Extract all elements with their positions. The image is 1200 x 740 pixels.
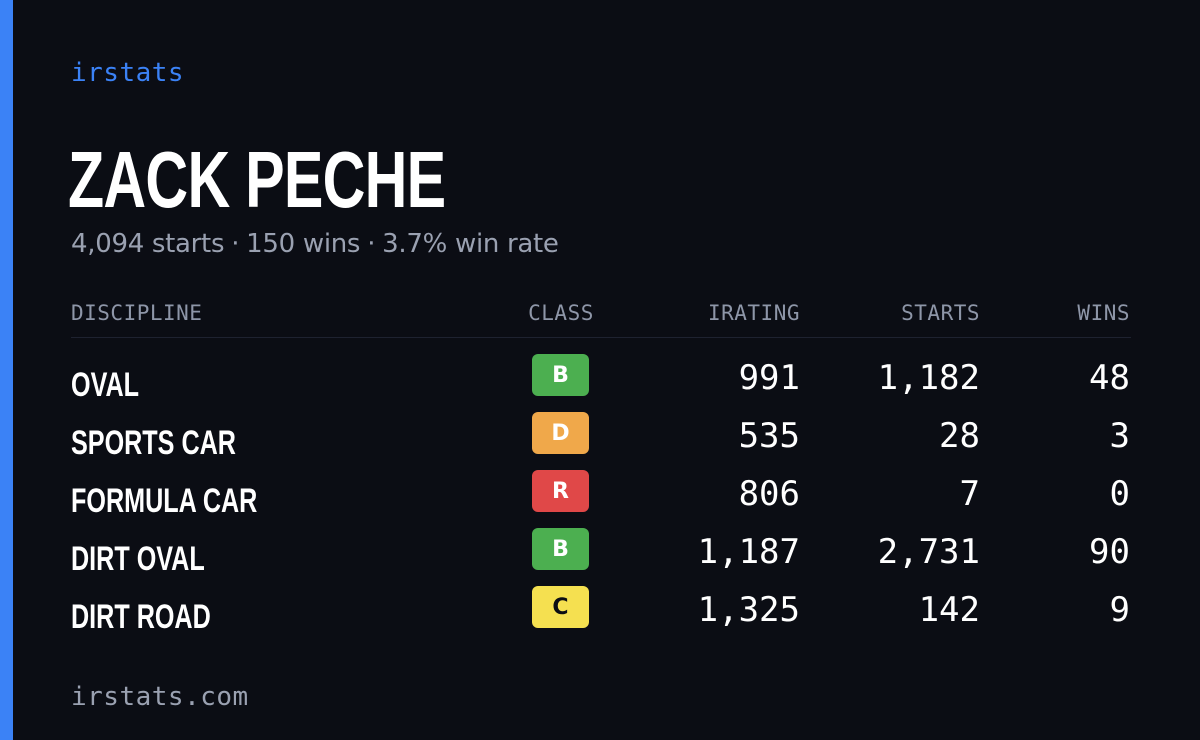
starts-value: 142 — [918, 590, 980, 630]
starts-value: 7 — [959, 474, 980, 514]
class-badge: B — [532, 528, 589, 570]
wins-value: 0 — [1109, 474, 1130, 514]
accent-bar — [0, 0, 13, 740]
header-irating: IRATING — [707, 301, 800, 325]
class-badge: D — [532, 412, 589, 454]
wins-value: 3 — [1109, 416, 1130, 456]
wins-value: 9 — [1109, 590, 1130, 630]
table-row: SPORTS CAR D 535 28 3 — [71, 412, 1131, 470]
irating-value: 535 — [738, 416, 800, 456]
discipline-name: DIRT ROAD — [71, 598, 211, 636]
table-body: OVAL B 991 1,182 48 SPORTS CAR D 535 28 … — [71, 354, 1131, 644]
table-row: DIRT ROAD C 1,325 142 9 — [71, 586, 1131, 644]
stats-table: DISCIPLINE CLASS IRATING STARTS WINS OVA… — [71, 296, 1131, 644]
starts-value: 28 — [939, 416, 980, 456]
summary-separator: · — [367, 229, 376, 259]
discipline-name: OVAL — [71, 366, 140, 404]
irating-value: 991 — [738, 358, 800, 398]
wins-value: 90 — [1089, 532, 1130, 572]
header-discipline: DISCIPLINE — [71, 301, 203, 325]
starts-value: 1,182 — [877, 358, 980, 398]
footer-url[interactable]: irstats.com — [71, 682, 249, 712]
summary-win-rate: 3.7% win rate — [382, 229, 559, 259]
discipline-name: DIRT OVAL — [71, 540, 205, 578]
player-name: ZACK PECHE — [68, 135, 446, 224]
table-row: DIRT OVAL B 1,187 2,731 90 — [71, 528, 1131, 586]
header-wins: WINS — [1077, 301, 1130, 325]
header-starts: STARTS — [901, 301, 980, 325]
summary-starts: 4,094 starts — [71, 229, 225, 259]
starts-value: 2,731 — [877, 532, 980, 572]
table-header: DISCIPLINE CLASS IRATING STARTS WINS — [71, 296, 1131, 338]
discipline-name: FORMULA CAR — [71, 482, 258, 520]
discipline-name: SPORTS CAR — [71, 424, 236, 462]
summary-separator: · — [231, 229, 240, 259]
wins-value: 48 — [1089, 358, 1130, 398]
irating-value: 1,325 — [697, 590, 800, 630]
table-row: OVAL B 991 1,182 48 — [71, 354, 1131, 412]
table-row: FORMULA CAR R 806 7 0 — [71, 470, 1131, 528]
header-class: CLASS — [528, 301, 594, 325]
irating-value: 1,187 — [697, 532, 800, 572]
player-summary: 4,094 starts · 150 wins · 3.7% win rate — [71, 227, 559, 261]
brand-logo[interactable]: irstats — [71, 58, 185, 88]
class-badge: B — [532, 354, 589, 396]
class-badge: R — [532, 470, 589, 512]
class-badge: C — [532, 586, 589, 628]
summary-wins: 150 wins — [246, 229, 361, 259]
irating-value: 806 — [738, 474, 800, 514]
